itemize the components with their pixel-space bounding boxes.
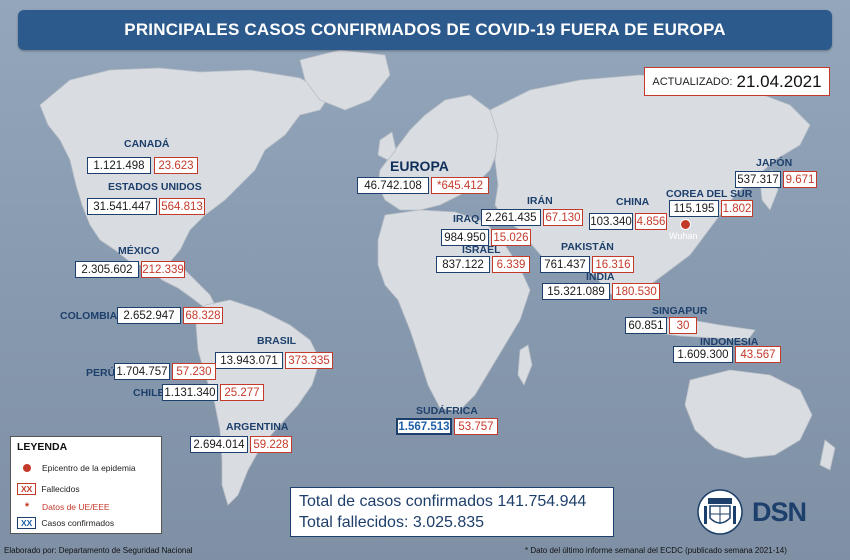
totals-deaths-label: Total fallecidos:	[299, 514, 409, 531]
cases-corea: 115.195	[669, 200, 719, 217]
deaths-symbol: XX	[17, 483, 37, 495]
legend-epicenter-text: Epicentro de la epidemia	[42, 463, 136, 473]
cases-sudafrica: 1.567.513	[396, 418, 452, 435]
madagascar-landmass	[517, 344, 533, 386]
greenland-landmass	[299, 49, 391, 111]
deaths-brasil: 373.335	[285, 352, 333, 369]
updated-label: ACTUALIZADO:	[652, 75, 733, 88]
deaths-china: 4.856	[635, 213, 667, 230]
cases-canada: 1.121.498	[87, 157, 151, 174]
label-canada: CANADÁ	[124, 138, 170, 150]
cases-chile: 1.131.340	[162, 384, 218, 401]
wuhan-label: Wuhan	[669, 231, 698, 241]
cases-israel: 837.122	[436, 256, 490, 273]
label-chile: CHILE	[133, 387, 165, 399]
label-pakistan: PAKISTÁN	[561, 241, 614, 253]
deaths-japon: 9.671	[783, 171, 817, 188]
deaths-argentina: 59.228	[250, 436, 292, 453]
deaths-corea: 1.802	[721, 200, 753, 217]
legend-title: LEYENDA	[17, 441, 68, 453]
epicenter-icon	[23, 464, 31, 472]
deaths-mexico: 212.339	[141, 261, 185, 278]
label-indonesia: INDONESIA	[700, 336, 759, 348]
deaths-indonesia: 43.567	[735, 346, 781, 363]
new-zealand-landmass	[819, 439, 836, 471]
epicenter-marker	[680, 219, 691, 230]
cases-peru: 1.704.757	[114, 363, 170, 380]
footer-credit: Elaborado por: Departamento de Seguridad…	[4, 546, 193, 555]
cases-indonesia: 1.609.300	[673, 346, 733, 363]
cases-usa: 31.541.447	[87, 198, 157, 215]
label-iran: IRÁN	[527, 195, 553, 207]
cases-argentina: 2.694.014	[190, 436, 248, 453]
label-corea: COREA DEL SUR	[666, 188, 753, 200]
label-japon: JAPÓN	[756, 157, 793, 169]
deaths-colombia: 68.328	[183, 307, 223, 324]
legend-eu-text: Datos de UE/EEE	[42, 502, 110, 512]
updated-date: 21.04.2021	[736, 71, 822, 91]
totals-cases-value: 141.754.944	[497, 493, 587, 510]
deaths-canada: 23.623	[154, 157, 198, 174]
deaths-pakistan: 16.316	[592, 256, 634, 273]
cases-pakistan: 761.437	[540, 256, 590, 273]
legend-row-deaths: XX Fallecidos	[17, 483, 80, 495]
cases-symbol: XX	[17, 517, 37, 529]
legend-cases-text: Casos confirmados	[41, 518, 115, 528]
label-brasil: BRASIL	[257, 335, 297, 347]
cases-iraq: 984.950	[441, 229, 489, 246]
deaths-iraq: 15.026	[491, 229, 531, 246]
totals-cases-line: Total de casos confirmados 141.754.944	[299, 491, 605, 512]
cases-india: 15.321.089	[542, 283, 610, 300]
deaths-peru: 57.230	[172, 363, 216, 380]
deaths-usa: 564.813	[159, 198, 205, 215]
cases-china: 103.340	[589, 213, 633, 230]
label-europa: EUROPA	[390, 158, 449, 174]
label-sudafrica: SUDÁFRICA	[416, 405, 478, 417]
cases-brasil: 13.943.071	[215, 352, 283, 369]
dsn-logo-text: DSN	[752, 497, 807, 527]
totals-cases-label: Total de casos confirmados	[299, 493, 493, 510]
legend-deaths-text: Fallecidos	[41, 484, 80, 494]
label-israel: ISRAEL	[462, 244, 501, 256]
footer-note: * Dato del último informe semanal del EC…	[525, 546, 787, 555]
south-america-landmass	[195, 299, 321, 506]
label-mexico: MÉXICO	[118, 245, 160, 257]
cases-singapur: 60.851	[625, 317, 667, 334]
deaths-chile: 25.277	[220, 384, 264, 401]
updated-box: ACTUALIZADO: 21.04.2021	[644, 67, 830, 96]
label-colombia: COLOMBIA	[60, 310, 118, 322]
deaths-europa: *645.412	[431, 177, 489, 194]
totals-deaths-line: Total fallecidos: 3.025.835	[299, 512, 605, 533]
asterisk-symbol: *	[24, 501, 30, 513]
page-title: PRINCIPALES CASOS CONFIRMADOS DE COVID-1…	[18, 10, 832, 50]
deaths-india: 180.530	[612, 283, 660, 300]
uk-landmass	[377, 131, 397, 161]
label-india: INDIA	[586, 271, 615, 283]
legend-row-eu: * Datos de UE/EEE	[17, 501, 110, 513]
label-argentina: ARGENTINA	[226, 421, 289, 433]
cases-mexico: 2.305.602	[75, 261, 139, 278]
deaths-iran: 67.130	[543, 209, 583, 226]
deaths-singapur: 30	[669, 317, 697, 334]
deaths-israel: 6.339	[492, 256, 530, 273]
cases-japon: 537.317	[735, 171, 781, 188]
legend-row-epicenter: Epicentro de la epidemia	[17, 463, 136, 473]
totals-box: Total de casos confirmados 141.754.944 T…	[290, 487, 614, 537]
legend-row-cases: XX Casos confirmados	[17, 517, 114, 529]
legend: LEYENDA Epicentro de la epidemia XX Fall…	[10, 436, 162, 534]
cases-iran: 2.261.435	[481, 209, 541, 226]
australia-landmass	[684, 369, 813, 459]
label-usa: ESTADOS UNIDOS	[108, 181, 202, 193]
label-iraq: IRAQ	[453, 213, 480, 225]
totals-deaths-value: 3.025.835	[412, 514, 485, 531]
coat-of-arms-icon	[697, 489, 743, 535]
label-peru: PERÚ	[86, 367, 116, 379]
cases-colombia: 2.652.947	[117, 307, 181, 324]
cases-europa: 46.742.108	[357, 177, 429, 194]
label-singapur: SINGAPUR	[652, 305, 708, 317]
deaths-sudafrica: 53.757	[454, 418, 498, 435]
label-china: CHINA	[616, 196, 650, 208]
